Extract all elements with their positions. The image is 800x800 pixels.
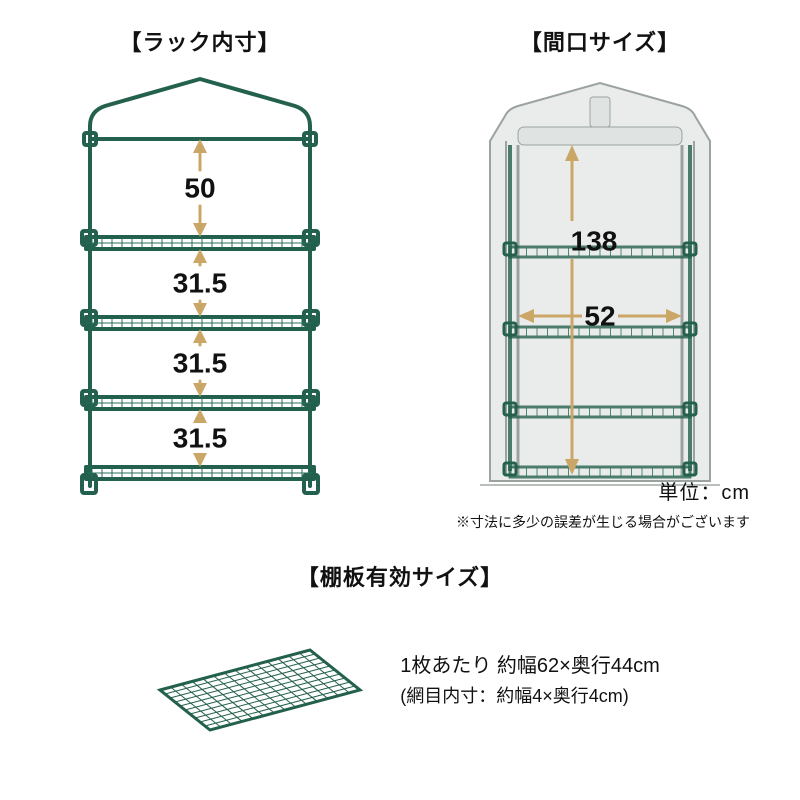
svg-text:50: 50 (184, 172, 215, 203)
rack-svg: 50 31.5 31.5 31.5 (70, 71, 330, 501)
shelf-effective-size-panel: 【棚板有効サイズ】 1枚あたり 約幅62×奥行44cm (網目内寸：約幅4×奥行… (0, 560, 800, 750)
shelf-grid-svg (140, 610, 370, 750)
svg-text:31.5: 31.5 (173, 267, 228, 298)
svg-text:31.5: 31.5 (173, 422, 228, 453)
opening-title: 【間口サイズ】 (520, 25, 680, 57)
opening-size-panel: 【間口サイズ】 138 52 (460, 25, 740, 506)
shelf-note: 1枚あたり 約幅62×奥行44cm (網目内寸：約幅4×奥行4cm) (400, 650, 660, 711)
shelf-title: 【棚板有効サイズ】 (0, 560, 800, 592)
cover-svg: 138 52 (460, 71, 740, 501)
rack-figure: 50 31.5 31.5 31.5 (70, 71, 330, 506)
svg-text:31.5: 31.5 (173, 347, 228, 378)
disclaimer: ※寸法に多少の誤差が生じる場合がございます (456, 512, 750, 533)
svg-text:52: 52 (584, 300, 615, 331)
cover-figure: 138 52 (460, 71, 740, 506)
notes-block: 単位：cm ※寸法に多少の誤差が生じる場合がございます (456, 478, 750, 533)
rack-inner-dimensions-panel: 【ラック内寸】 (70, 25, 330, 506)
units-label: 単位：cm (456, 478, 750, 508)
shelf-line2: (網目内寸：約幅4×奥行4cm) (400, 682, 660, 711)
shelf-line1: 1枚あたり 約幅62×奥行44cm (400, 650, 660, 682)
rack-title: 【ラック内寸】 (119, 25, 280, 57)
svg-text:138: 138 (571, 225, 618, 256)
